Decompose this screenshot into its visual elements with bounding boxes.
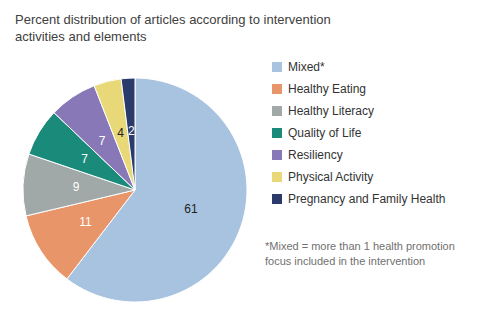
svg-text:7: 7 [81, 152, 88, 166]
svg-text:4: 4 [117, 126, 124, 140]
svg-text:Pregnancy and Family Health: Pregnancy and Family Health [288, 192, 445, 206]
svg-text:Physical Activity: Physical Activity [288, 170, 373, 184]
svg-text:7: 7 [99, 134, 106, 148]
svg-text:Healthy Eating: Healthy Eating [288, 82, 366, 96]
svg-text:11: 11 [79, 215, 92, 229]
svg-text:Percent distribution of articl: Percent distribution of articles accordi… [15, 12, 331, 27]
svg-text:2: 2 [128, 124, 135, 138]
svg-text:*Mixed = more than 1 health pr: *Mixed = more than 1 health promotion [265, 240, 455, 252]
svg-text:Resiliency: Resiliency [288, 148, 343, 162]
svg-text:activities and elements: activities and elements [15, 29, 147, 44]
svg-text:Mixed*: Mixed* [288, 60, 325, 74]
svg-text:Healthy Literacy: Healthy Literacy [288, 104, 374, 118]
svg-text:9: 9 [73, 180, 80, 194]
svg-text:Quality of Life: Quality of Life [288, 126, 362, 140]
svg-text:focus included in the interven: focus included in the intervention [265, 255, 425, 267]
svg-text:61: 61 [184, 202, 198, 216]
